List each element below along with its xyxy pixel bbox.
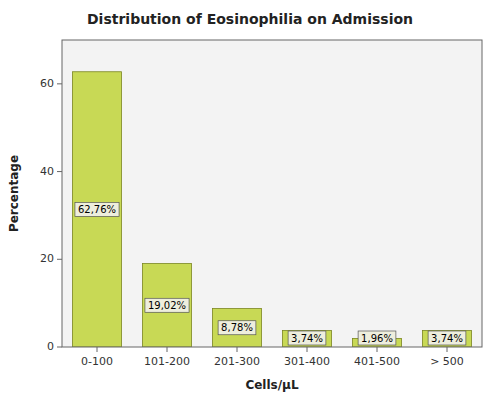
y-tick: [57, 171, 62, 172]
y-tick-label: 0: [47, 340, 54, 353]
x-tick: [377, 347, 378, 352]
x-tick: [237, 347, 238, 352]
data-label: 3,74%: [431, 333, 463, 344]
data-label: 62,76%: [78, 204, 116, 215]
bar: [423, 331, 472, 347]
y-tick-label: 40: [40, 165, 54, 178]
x-tick: [307, 347, 308, 352]
plot-frame: [62, 40, 482, 347]
title: Distribution of Eosinophilia on Admissio…: [87, 11, 413, 27]
x-tick: [167, 347, 168, 352]
x-axis-label: Cells/μL: [245, 378, 299, 392]
chart-container: 0 20 40 60 0-100 101-200 201-300 301-400 401-500…: [0, 0, 500, 403]
x-tick-label: 301-400: [284, 355, 330, 368]
data-label: 1,96%: [361, 333, 393, 344]
data-label-box: [288, 331, 326, 345]
data-label: 3,74%: [291, 333, 323, 344]
x-tick: [97, 347, 98, 352]
data-label-box: [145, 298, 189, 312]
bar: [73, 72, 122, 347]
y-tick-label: 60: [40, 77, 54, 90]
data-label: 19,02%: [148, 300, 186, 311]
x-tick-label: 201-300: [214, 355, 260, 368]
bar: [283, 331, 332, 347]
bar: [143, 264, 192, 347]
y-tick: [57, 83, 62, 84]
x-tick-label: 401-500: [354, 355, 400, 368]
data-labels: 62,76% 19,02% 8,78% 3,74% 1,96% 3,74%: [75, 202, 466, 345]
data-label-box: [75, 202, 119, 216]
data-label-box: [428, 331, 466, 345]
x-tick: [447, 347, 448, 352]
chart-svg: 0 20 40 60 0-100 101-200 201-300 301-400 401-500…: [0, 0, 500, 403]
y-tick-label: 20: [40, 252, 54, 265]
data-label-box: [358, 331, 396, 345]
y-axis-label: Percentage: [7, 155, 21, 232]
plot-background: [62, 40, 482, 347]
data-label-box: [218, 321, 256, 335]
bars: [73, 72, 472, 347]
x-tick-label: > 500: [430, 355, 464, 368]
x-tick-label: 101-200: [144, 355, 190, 368]
x-tick-label: 0-100: [81, 355, 113, 368]
y-tick: [57, 347, 62, 348]
data-label: 8,78%: [221, 322, 253, 333]
bar: [213, 308, 262, 347]
y-tick: [57, 259, 62, 260]
